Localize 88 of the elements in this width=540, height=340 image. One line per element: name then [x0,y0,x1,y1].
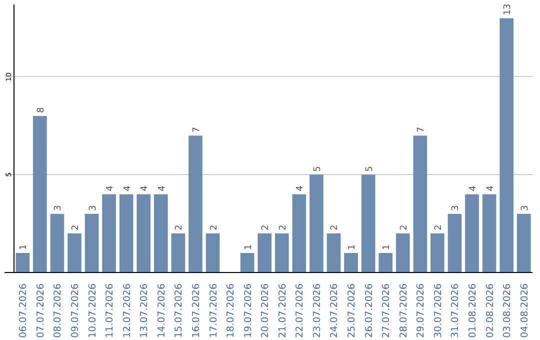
x-tick-label: 14.07.2026 [156,283,168,338]
x-tick-label: 01.08.2026 [468,283,479,338]
x-tick-label: 08.07.2026 [52,283,64,338]
bar [119,194,134,272]
data-label: 3 [88,205,98,211]
x-tick-label: 16.07.2026 [190,283,202,338]
x-tick-label: 07.07.2026 [35,283,46,338]
data-label: 2 [434,224,444,230]
data-label: 4 [486,185,496,192]
bar [68,233,82,272]
data-label: 1 [244,244,254,250]
bar [102,194,116,272]
x-tick-label: 04.08.2026 [519,283,530,338]
x-tick-label: 12.07.2026 [122,283,133,338]
x-tick-label: 24.07.2026 [329,283,340,338]
x-tick-label: 13.07.2026 [139,283,150,338]
data-label: 2 [261,224,272,230]
x-tick-label: 30.07.2026 [432,283,444,338]
data-label: 2 [330,224,340,230]
bar [413,136,428,272]
x-tick-label: 06.07.2026 [18,283,30,338]
x-tick-label: 26.07.2026 [364,283,375,338]
x-tick-label: 31.07.2026 [450,283,462,338]
data-label: 2 [70,224,81,230]
x-tick-label: 29.07.2026 [416,283,427,338]
x-tick-label: 25.07.2026 [346,283,358,338]
bar [240,252,254,272]
data-label: 4 [122,185,133,192]
x-tick-label: 21.07.2026 [277,283,288,338]
data-label: 4 [157,185,168,192]
bar [292,194,306,272]
bar [50,214,64,272]
data-label: 1 [382,244,392,250]
bar [448,214,462,272]
bar [482,194,496,272]
bar [361,174,376,272]
bar [154,194,168,272]
data-label: 2 [174,224,185,230]
bar [188,136,202,272]
bar [344,252,358,272]
bar [326,233,341,272]
bar [16,252,30,272]
x-tick-label: 22.07.2026 [294,283,306,338]
bar [500,18,514,272]
data-label: 3 [520,205,530,211]
data-label: 7 [416,126,427,133]
x-tick-label: 18.07.2026 [226,283,237,338]
bar [516,214,531,272]
x-tick-label: 02.08.2026 [484,283,496,338]
data-label: 1 [19,244,30,250]
bar [465,194,479,272]
data-label: 2 [399,224,410,230]
data-label: 8 [36,107,46,114]
data-label: 7 [192,126,202,133]
bar [396,233,410,272]
data-label: 1 [348,244,358,250]
data-label: 13 [503,4,514,16]
data-label: 2 [209,224,220,230]
bar [171,233,186,272]
bar [378,252,393,272]
x-tick-label: 27.07.2026 [381,283,392,338]
data-label: 4 [296,185,306,192]
data-label: 4 [468,185,479,192]
bar [136,194,151,272]
x-tick-label: 19.07.2026 [242,283,254,338]
bar [206,233,220,272]
bar [274,233,289,272]
bar [84,214,99,272]
x-tick-label: 03.08.2026 [502,283,514,338]
bar [258,233,272,272]
data-label: 2 [278,224,288,230]
bar [33,116,47,272]
data-label: 4 [106,185,116,192]
data-label: 3 [54,205,64,211]
x-tick-label: 15.07.2026 [174,283,185,338]
x-tick-label: 10.07.2026 [87,283,98,338]
x-tick-label: 28.07.2026 [398,283,410,338]
data-label: 3 [451,205,462,211]
x-tick-label: 17.07.2026 [208,283,220,338]
data-label: 5 [312,166,323,172]
bar [430,233,444,272]
data-label: 5 [364,166,375,172]
x-tick-label: 23.07.2026 [312,283,323,338]
data-label: 4 [140,185,150,192]
x-tick-label: 09.07.2026 [70,283,81,338]
x-tick-label: 20.07.2026 [260,283,272,338]
x-tick-label: 11.07.2026 [104,283,116,338]
bar [310,174,324,272]
